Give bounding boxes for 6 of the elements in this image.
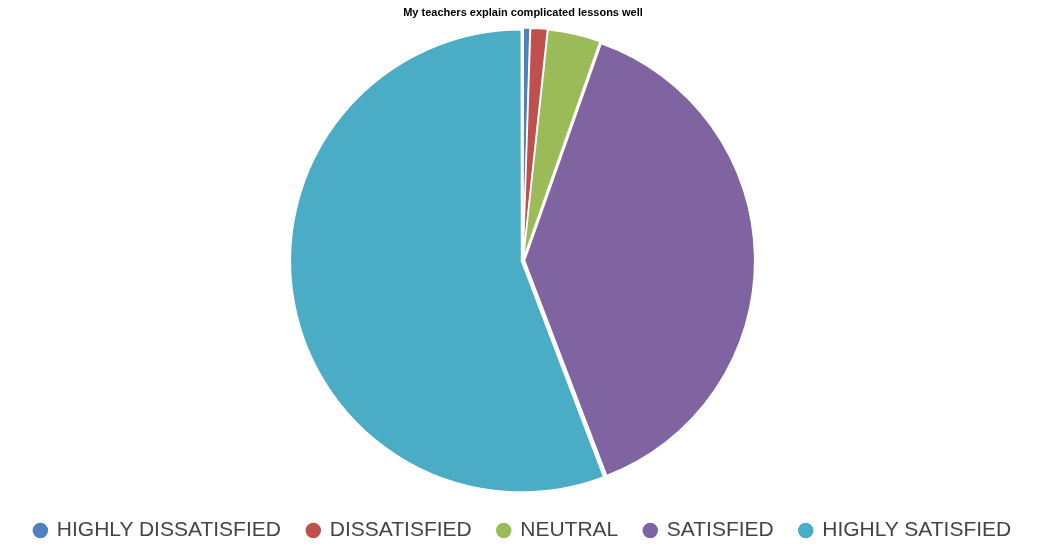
legend-label: HIGHLY DISSATISFIED: [56, 517, 281, 541]
legend-label: DISSATISFIED: [329, 517, 472, 541]
chart-title: My teachers explain complicated lessons well: [403, 5, 643, 18]
legend-label: HIGHLY SATISFIED: [822, 517, 1012, 541]
legend-label: SATISFIED: [666, 517, 774, 541]
legend-label: NEUTRAL: [520, 517, 619, 541]
